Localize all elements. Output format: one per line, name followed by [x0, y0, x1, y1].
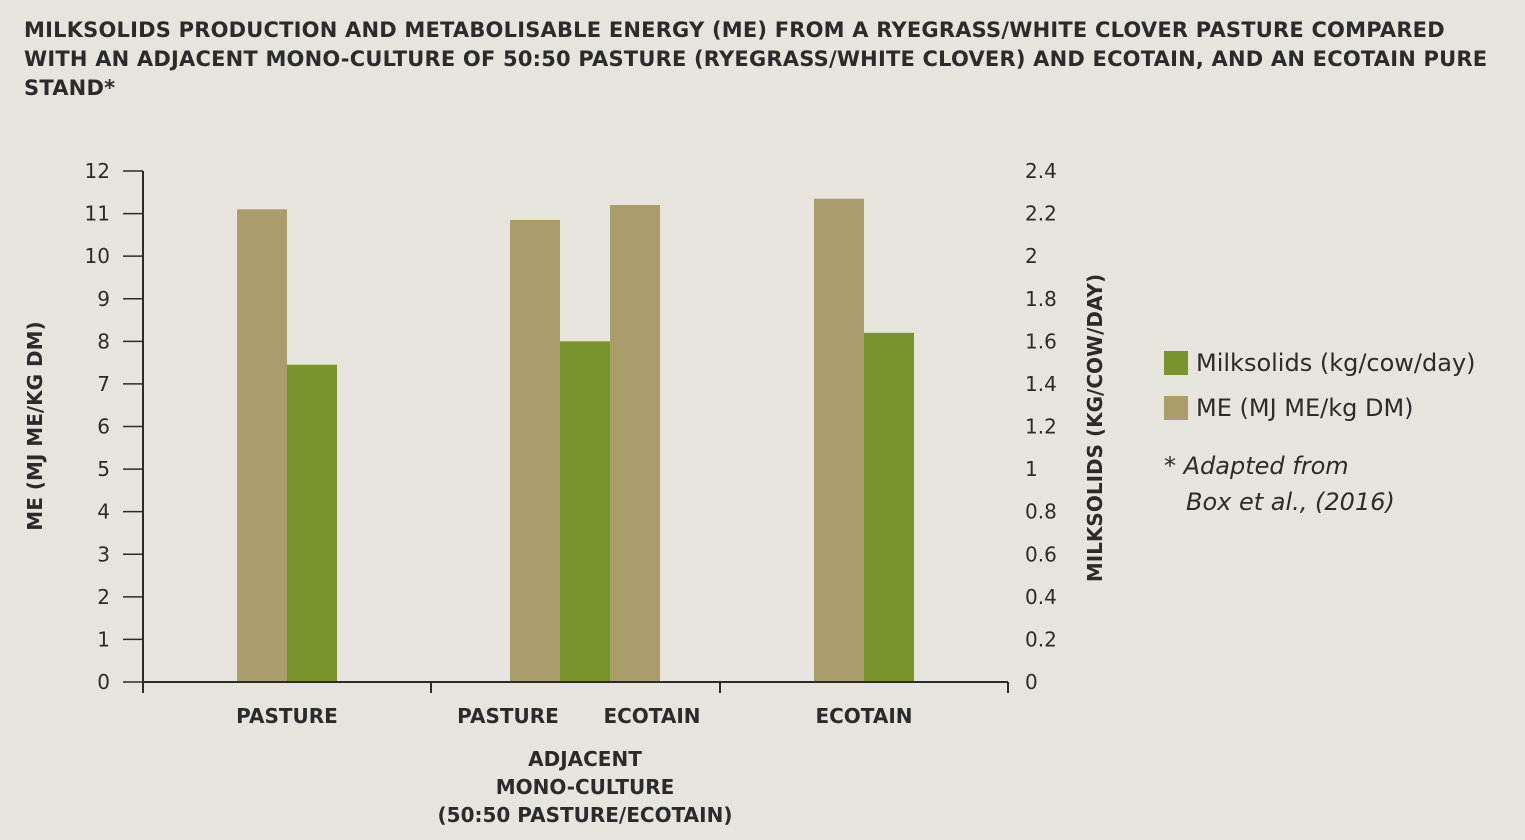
y-right-tick-label-4: 0.8 [1025, 500, 1057, 524]
y-left-tick-label-1: 1 [97, 627, 110, 651]
y-right-tick-label-9: 1.8 [1025, 287, 1057, 311]
y-left-tick-label-5: 5 [97, 457, 110, 481]
y-left-tick-label-0: 0 [97, 670, 110, 694]
bar-milksolids-0 [287, 364, 337, 682]
source-note-line2: Box et al., (2016) [1186, 488, 1395, 516]
bar-milksolids-1 [560, 341, 610, 682]
y-left-tick-label-8: 8 [97, 329, 110, 353]
y-left-tick-label-7: 7 [97, 372, 110, 396]
y-left-tick-label-10: 10 [85, 244, 110, 268]
legend-swatch-me [1164, 395, 1188, 420]
legend-label-me: ME (MJ ME/kg DM) [1196, 393, 1414, 422]
y-left-tick-label-3: 3 [97, 542, 110, 566]
y-right-tick-label-10: 2 [1025, 244, 1038, 268]
chart-title: MILKSOLIDS PRODUCTION AND METABOLISABLE … [24, 18, 1488, 100]
y-left-tick-label-11: 11 [85, 202, 110, 226]
source-note-line1: * Adapted from [1164, 452, 1349, 480]
y-left-tick-label-4: 4 [97, 500, 110, 524]
x-category-label-1: PASTURE [457, 704, 559, 728]
x-group-label-line-2: (50:50 PASTURE/ECOTAIN) [438, 803, 733, 827]
y-right-tick-label-12: 2.4 [1025, 159, 1057, 183]
bar-me-0 [237, 209, 287, 682]
legend-item-me: ME (MJ ME/kg DM) [1164, 385, 1476, 430]
y-left-tick-label-9: 9 [97, 287, 110, 311]
y-right-tick-label-1: 0.2 [1025, 627, 1057, 651]
bar-me-2 [610, 205, 660, 683]
legend-swatch-milksolids [1164, 350, 1188, 375]
y-right-tick-label-2: 0.4 [1025, 585, 1057, 609]
bar-milksolids-3 [864, 332, 914, 682]
y-right-tick-label-3: 0.6 [1025, 542, 1057, 566]
x-category-label-0: PASTURE [236, 704, 338, 728]
x-group-label-line-1: MONO-CULTURE [496, 775, 675, 799]
y-left-tick-label-12: 12 [85, 159, 110, 183]
legend-label-milksolids: Milksolids (kg/cow/day) [1196, 348, 1476, 377]
y-axis-left-title: ME (MJ ME/KG DM) [23, 321, 47, 530]
y-right-tick-label-0: 0 [1025, 670, 1038, 694]
x-group-label-line-0: ADJACENT [528, 747, 642, 771]
y-left-tick-label-6: 6 [97, 415, 110, 439]
y-right-tick-label-7: 1.4 [1025, 372, 1057, 396]
legend: Milksolids (kg/cow/day) ME (MJ ME/kg DM) [1164, 340, 1476, 430]
y-axis-right-title: MILKSOLIDS (KG/COW/DAY) [1083, 274, 1107, 582]
bar-me-3 [814, 198, 864, 682]
x-category-label-2: ECOTAIN [603, 704, 700, 728]
y-left-tick-label-2: 2 [97, 585, 110, 609]
legend-item-milksolids: Milksolids (kg/cow/day) [1164, 340, 1476, 385]
y-right-tick-label-8: 1.6 [1025, 329, 1057, 353]
x-category-label-3: ECOTAIN [815, 704, 912, 728]
bar-me-1 [510, 219, 560, 683]
y-right-tick-label-11: 2.2 [1025, 202, 1057, 226]
y-right-tick-label-5: 1 [1025, 457, 1038, 481]
source-note: * Adapted from Box et al., (2016) [1164, 448, 1395, 520]
y-right-tick-label-6: 1.2 [1025, 415, 1057, 439]
